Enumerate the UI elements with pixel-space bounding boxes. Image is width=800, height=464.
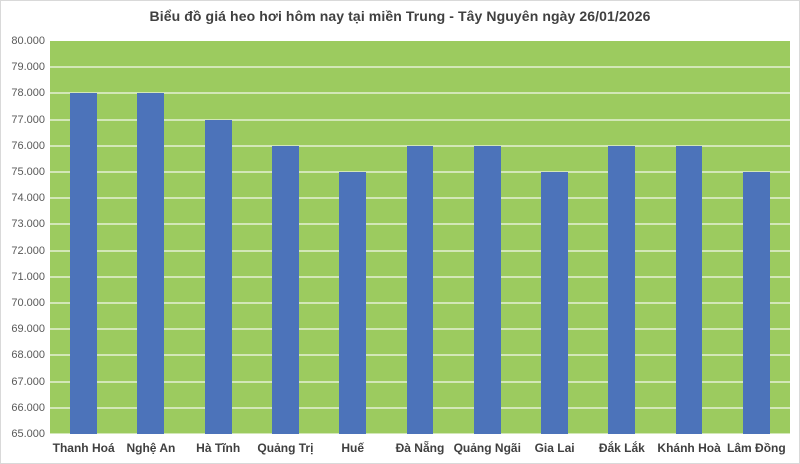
x-tick-label: Lâm Đồng [727,441,786,455]
bar-series [50,41,790,434]
x-tick-label: Gia Lai [534,441,575,455]
bar [742,172,770,434]
y-tick-label: 80.000 [11,35,45,47]
x-tick-label: Hà Tĩnh [196,441,241,455]
bar-slot [319,41,386,434]
gridline [50,92,790,95]
y-tick-label: 73.000 [11,218,45,231]
gridline [50,66,790,69]
y-tick-label: 79.000 [11,61,45,74]
gridline [50,144,790,147]
x-tick-label: Quảng Trị [257,441,314,455]
bar [541,172,568,434]
y-tick-label: 72.000 [11,244,45,257]
plot-area [50,41,790,434]
bar [137,93,165,434]
y-tick-label: 65.000 [11,428,45,440]
bar-slot [117,41,184,434]
y-tick-label: 66.000 [11,401,45,414]
bar-slot [521,41,588,434]
bar [473,145,501,434]
x-tick-label: Khánh Hoà [657,441,721,455]
y-tick-label: 67.000 [11,375,45,388]
bar-slot [588,41,655,434]
bar-slot [185,41,252,434]
x-tick-label: Đà Nẵng [395,441,445,455]
chart-title: Biểu đồ giá heo hơi hôm nay tại miền Tru… [149,8,651,24]
y-tick-label: 74.000 [11,192,45,205]
x-tick-label: Huế [341,441,365,455]
bar-slot [50,41,117,434]
y-tick-label: 71.000 [11,270,45,283]
bar [675,145,703,434]
bar-slot [723,41,790,434]
y-tick-label: 68.000 [11,349,45,362]
bar-slot [386,41,453,434]
y-tick-label: 70.000 [11,296,45,309]
bar [70,93,98,434]
y-tick-label: 69.000 [11,323,45,336]
y-tick-label: 77.000 [11,113,45,126]
bar [204,119,232,434]
gridline [50,118,790,121]
bar [271,145,299,434]
bar [406,145,434,434]
y-tick-label: 75.000 [11,165,45,178]
bar-slot [655,41,722,434]
y-tick-label: 78.000 [11,87,45,100]
x-tick-label: Thanh Hoá [52,441,115,455]
x-tick-label: Đắk Lắk [598,441,645,455]
bar-slot [252,41,319,434]
bar [339,172,367,434]
x-axis: Thanh Hoá Nghệ An Hà Tĩnh Quảng Trị Huế Đà Nẵ… [50,441,790,455]
y-tick-label: 76.000 [11,139,45,152]
y-axis: 80.000 79.000 78.000 77.000 76.000 75.000 74.0… [1,35,45,440]
bar-slot [454,41,521,434]
x-tick-label: Quảng Ngãi [453,441,521,455]
bar [608,145,636,434]
x-tick-label: Nghệ An [126,441,176,455]
